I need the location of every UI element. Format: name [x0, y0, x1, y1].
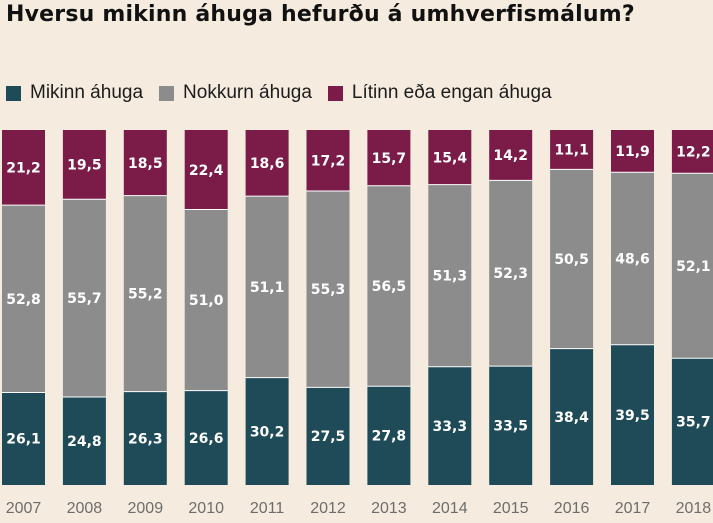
bar-nokkurn-2015	[489, 180, 533, 367]
data-label-litinn-2015: 14,2	[493, 148, 528, 164]
bar-litinn-2009	[123, 130, 167, 196]
data-label-mikinn-2009: 26,3	[128, 431, 163, 447]
data-label-litinn-2018: 12,2	[676, 145, 711, 161]
data-label-litinn-2014: 15,4	[433, 150, 468, 166]
data-label-nokkurn-2011: 51,1	[250, 280, 285, 296]
bar-litinn-2015	[489, 130, 533, 181]
legend-item-nokkurn: Nokkurn áhuga	[159, 82, 312, 104]
bar-mikinn-2016	[550, 348, 594, 485]
data-label-nokkurn-2009: 55,2	[128, 287, 163, 303]
legend-item-mikinn: Mikinn áhuga	[6, 82, 143, 104]
bar-mikinn-2015	[489, 366, 533, 485]
x-tick-2011: 2011	[250, 500, 285, 517]
data-label-litinn-2012: 17,2	[311, 154, 346, 170]
data-label-litinn-2010: 22,4	[189, 163, 224, 179]
bar-mikinn-2017	[611, 344, 654, 485]
bar-mikinn-2011	[245, 377, 289, 485]
bar-litinn-2017	[611, 130, 654, 173]
data-label-litinn-2017: 11,9	[615, 144, 650, 160]
bar-mikinn-2009	[123, 391, 167, 485]
legend-swatch-nokkurn	[159, 85, 175, 101]
bar-nokkurn-2014	[428, 184, 472, 367]
bar-nokkurn-2016	[550, 169, 594, 349]
x-tick-2015: 2015	[493, 500, 529, 517]
bar-mikinn-2014	[428, 366, 472, 485]
bar-nokkurn-2011	[245, 196, 289, 378]
x-tick-2013: 2013	[371, 500, 407, 517]
chart-title: Hversu mikinn áhuga hefurðu á umhverfism…	[6, 2, 635, 27]
data-label-mikinn-2015: 33,5	[493, 419, 528, 435]
bar-nokkurn-2007	[2, 205, 45, 393]
legend-item-litinn: Lítinn eða engan áhuga	[327, 82, 552, 104]
data-label-mikinn-2011: 30,2	[250, 424, 285, 440]
bar-litinn-2008	[62, 130, 106, 200]
bar-nokkurn-2013	[367, 185, 411, 387]
data-label-litinn-2008: 19,5	[67, 158, 102, 174]
x-tick-2018: 2018	[676, 500, 712, 517]
data-label-nokkurn-2013: 56,5	[372, 279, 407, 295]
x-tick-2007: 2007	[6, 500, 42, 517]
bar-litinn-2018	[671, 130, 713, 174]
bar-mikinn-2007	[2, 392, 45, 485]
bar-litinn-2014	[428, 130, 472, 185]
data-label-litinn-2013: 15,7	[372, 151, 407, 167]
x-tick-2010: 2010	[188, 500, 224, 517]
bar-litinn-2012	[306, 130, 350, 192]
legend-swatch-mikinn	[6, 85, 21, 101]
bar-litinn-2010	[184, 130, 228, 210]
x-tick-2008: 2008	[67, 500, 103, 517]
bar-mikinn-2013	[367, 386, 411, 485]
x-tick-2014: 2014	[432, 500, 468, 517]
bar-nokkurn-2018	[671, 173, 713, 359]
data-label-nokkurn-2016: 50,5	[554, 252, 589, 268]
bar-mikinn-2010	[184, 390, 228, 485]
data-label-nokkurn-2018: 52,1	[676, 259, 711, 275]
bar-litinn-2016	[550, 130, 594, 170]
bar-nokkurn-2010	[184, 209, 228, 391]
data-label-mikinn-2016: 38,4	[554, 410, 589, 426]
data-label-nokkurn-2010: 51,0	[189, 293, 224, 309]
legend-label-mikinn: Mikinn áhuga	[30, 82, 144, 103]
data-label-nokkurn-2008: 55,7	[67, 291, 102, 307]
bar-mikinn-2018	[671, 358, 713, 485]
data-label-litinn-2016: 11,1	[554, 143, 589, 159]
data-label-nokkurn-2017: 48,6	[615, 252, 650, 268]
bar-litinn-2011	[245, 130, 289, 197]
data-label-mikinn-2012: 27,5	[311, 429, 346, 445]
data-label-mikinn-2010: 26,6	[189, 431, 224, 447]
data-label-mikinn-2007: 26,1	[6, 432, 41, 448]
bar-nokkurn-2017	[611, 172, 654, 345]
bar-litinn-2007	[2, 130, 45, 206]
x-tick-2009: 2009	[128, 500, 164, 517]
legend-label-litinn: Lítinn eða engan áhuga	[351, 82, 552, 103]
x-tick-2016: 2016	[554, 500, 590, 517]
data-label-mikinn-2017: 39,5	[615, 408, 650, 424]
data-label-litinn-2009: 18,5	[128, 156, 163, 172]
data-label-mikinn-2013: 27,8	[372, 429, 407, 445]
x-tick-2012: 2012	[310, 500, 346, 517]
data-label-nokkurn-2014: 51,3	[433, 269, 468, 285]
data-label-mikinn-2018: 35,7	[676, 415, 711, 431]
bar-nokkurn-2008	[62, 199, 106, 397]
legend-label-nokkurn: Nokkurn áhuga	[183, 82, 312, 103]
legend: Mikinn áhuga Nokkurn áhuga Lítinn eða en…	[6, 82, 568, 104]
bar-mikinn-2008	[62, 396, 106, 485]
data-label-nokkurn-2015: 52,3	[493, 266, 528, 282]
bar-mikinn-2012	[306, 387, 350, 485]
data-label-litinn-2007: 21,2	[6, 161, 41, 177]
data-label-nokkurn-2007: 52,8	[6, 292, 41, 308]
bar-nokkurn-2012	[306, 191, 350, 388]
data-label-mikinn-2008: 24,8	[67, 434, 102, 450]
x-tick-2017: 2017	[615, 500, 651, 517]
legend-swatch-litinn	[327, 85, 343, 101]
bar-nokkurn-2009	[123, 195, 167, 392]
data-label-litinn-2011: 18,6	[250, 156, 285, 172]
data-label-mikinn-2014: 33,3	[433, 419, 468, 435]
bar-litinn-2013	[367, 130, 411, 186]
data-label-nokkurn-2012: 55,3	[311, 282, 346, 298]
